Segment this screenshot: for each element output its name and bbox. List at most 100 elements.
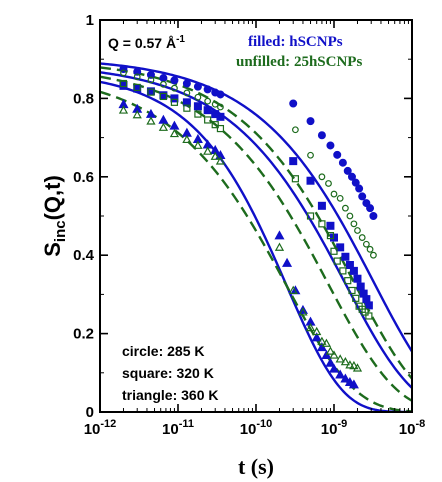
- x-tick-label: 10-12: [84, 418, 117, 438]
- point-circle-unfilled: [362, 240, 370, 248]
- point-circle-unfilled: [366, 245, 374, 253]
- point-circle-filled: [326, 141, 335, 150]
- point-square-filled: [317, 201, 326, 210]
- point-circle-filled: [159, 74, 168, 83]
- point-square-unfilled: [159, 92, 168, 101]
- point-square-filled: [193, 102, 202, 111]
- point-triangle-unfilled: [335, 354, 345, 363]
- point-circle-unfilled: [120, 69, 127, 77]
- legend-prefix-filled: filled:: [248, 34, 289, 50]
- temperature-note-circle: circle: 285 K: [122, 343, 205, 359]
- point-triangle-unfilled: [132, 110, 142, 119]
- point-circle-filled: [358, 192, 367, 201]
- point-triangle-unfilled: [298, 307, 308, 316]
- x-tick-label: 10-10: [240, 418, 273, 438]
- point-triangle-filled: [282, 257, 293, 267]
- point-circle-filled: [170, 76, 179, 85]
- axis-ticks: [99, 19, 413, 413]
- point-triangle-filled: [158, 114, 169, 124]
- x-tick-label: 10-9: [321, 418, 347, 438]
- legend-entry-unfilled: unfilled: 25hSCNPs: [236, 54, 362, 70]
- y-axis-title-rest: (Q,t): [40, 175, 65, 220]
- point-square-unfilled: [330, 247, 338, 255]
- point-triangle-unfilled: [345, 360, 355, 369]
- x-axis-title: t (s): [238, 454, 274, 479]
- point-triangle-unfilled: [312, 326, 322, 336]
- point-circle-unfilled: [292, 126, 299, 134]
- legend-name-filled: hSCNPs: [289, 34, 343, 50]
- point-circle-unfilled: [204, 97, 212, 105]
- point-triangle-unfilled: [118, 105, 129, 114]
- point-circle-filled: [355, 184, 364, 193]
- point-square-filled: [216, 112, 225, 121]
- fit-curve-circle-solid: [100, 62, 412, 353]
- point-square-unfilled: [318, 220, 326, 228]
- point-triangle-unfilled: [210, 151, 220, 160]
- y-tick-label: 1: [86, 12, 94, 29]
- point-circle-unfilled: [133, 73, 141, 81]
- tick-labels: 10-12 10-11 10-10 10-9 10-8 0 0.2 0.4 0.6 0.8 1: [73, 12, 425, 438]
- point-circle-unfilled: [350, 220, 358, 228]
- point-triangle-filled: [348, 379, 359, 389]
- point-square-unfilled: [194, 110, 202, 118]
- temperature-note-square: square: 320 K: [122, 365, 214, 381]
- point-triangle-unfilled: [340, 356, 351, 366]
- point-triangle-filled: [274, 230, 285, 240]
- point-circle-unfilled: [354, 227, 361, 234]
- point-square-filled: [336, 243, 345, 252]
- point-circle-unfilled: [318, 173, 326, 181]
- point-square-unfilled: [344, 277, 352, 285]
- point-circle-filled: [182, 79, 191, 88]
- x-tick-label: 10-8: [399, 418, 425, 438]
- point-square-unfilled: [291, 175, 300, 183]
- point-circle-unfilled: [346, 212, 354, 220]
- point-square-filled: [170, 94, 179, 103]
- point-square-filled: [341, 252, 350, 261]
- series-square-filled: [119, 81, 373, 310]
- q-annotation-sup: -1: [176, 34, 185, 45]
- point-square-unfilled: [133, 83, 141, 92]
- point-circle-unfilled: [171, 84, 178, 92]
- point-triangle-unfilled: [305, 322, 316, 332]
- point-triangle-unfilled: [215, 156, 226, 165]
- fit-curve-triangle-dashed: [100, 90, 412, 412]
- point-triangle-filled: [340, 373, 351, 383]
- point-square-unfilled: [361, 308, 369, 316]
- point-square-unfilled: [306, 212, 315, 220]
- series-circle-unfilled: [120, 69, 377, 259]
- point-triangle-unfilled: [169, 128, 180, 138]
- point-circle-filled: [333, 150, 342, 159]
- point-circle-filled: [347, 172, 356, 181]
- point-square-unfilled: [365, 312, 373, 320]
- point-circle-filled: [369, 212, 378, 221]
- point-circle-filled: [351, 178, 360, 187]
- series-square-unfilled: [119, 79, 373, 320]
- point-triangle-unfilled: [321, 338, 332, 347]
- point-circle-unfilled: [147, 76, 155, 84]
- q-annotation-text: Q = 0.57 Å: [108, 35, 176, 51]
- point-square-filled: [119, 81, 128, 90]
- point-triangle-unfilled: [203, 146, 213, 155]
- point-triangle-filled: [321, 349, 332, 359]
- point-square-unfilled: [183, 104, 191, 112]
- point-triangle-filled: [297, 304, 308, 314]
- point-square-unfilled: [348, 286, 356, 295]
- point-triangle-unfilled: [325, 346, 336, 355]
- y-axis-title-main: S: [40, 242, 65, 257]
- y-tick-label: 0.8: [73, 90, 94, 107]
- point-square-unfilled: [147, 88, 155, 96]
- point-circle-unfilled: [341, 204, 349, 212]
- point-square-unfilled: [119, 79, 128, 88]
- point-square-unfilled: [211, 121, 219, 129]
- point-square-filled: [326, 221, 335, 230]
- legend-name-unfilled: 25hSCNPs: [294, 54, 363, 70]
- y-tick-label: 0.6: [73, 169, 94, 186]
- legend-entry-filled: filled: hSCNPs: [248, 34, 343, 50]
- point-triangle-filled: [311, 332, 322, 342]
- series-triangle-unfilled: [118, 105, 363, 372]
- point-triangle-unfilled: [193, 140, 203, 149]
- point-triangle-unfilled: [158, 122, 169, 131]
- point-square-filled: [306, 176, 315, 185]
- point-circle-filled: [289, 99, 298, 108]
- point-square-unfilled: [204, 116, 212, 124]
